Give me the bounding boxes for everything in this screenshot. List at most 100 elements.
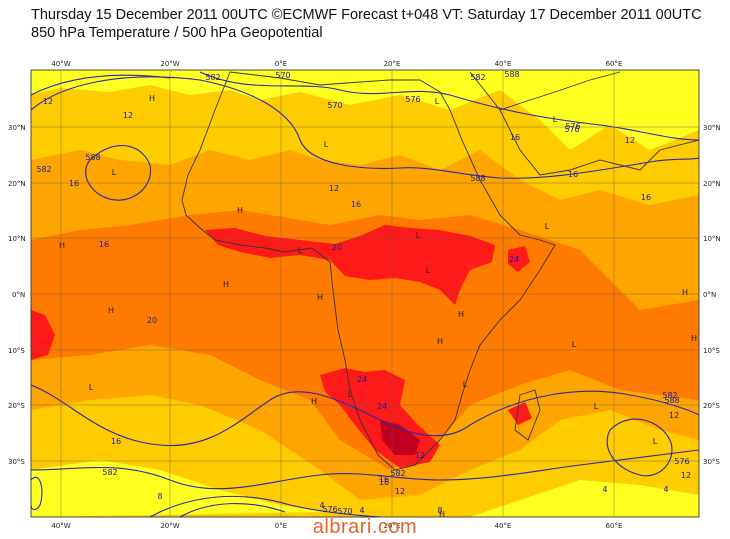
lon-label-bottom: 20°W (160, 522, 179, 530)
contour-label: 24 (377, 402, 387, 411)
low-marker: L (324, 140, 329, 149)
lon-label-bottom: 40°W (51, 522, 70, 530)
lat-label-right: 20°S (703, 402, 720, 410)
low-marker: L (463, 380, 468, 389)
high-marker: H (437, 337, 443, 346)
contour-label: 16 (111, 437, 121, 446)
contour-label: 570 (337, 507, 352, 516)
lat-label-right: 10°S (703, 347, 720, 355)
lon-label-bottom: 20°E (384, 522, 401, 530)
lat-label-left: 10°S (8, 347, 25, 355)
lon-label-top: 20°W (160, 60, 179, 68)
pressure-centers: H H H H H H H H H H H H L L L L L L L L … (59, 94, 697, 519)
contour-label: 16 (379, 478, 389, 487)
contour-label: 8 (157, 492, 162, 501)
contour-label: 12 (329, 184, 339, 193)
high-marker: H (223, 280, 229, 289)
africa-coast (181, 71, 556, 471)
contour-label: 4 (602, 485, 607, 494)
temp-hotspot-horn (508, 246, 530, 272)
lat-label-left: 10°N (8, 235, 26, 243)
contour-label: 20 (147, 316, 157, 325)
contour-value-labels: 12 12 16 582 588 582 570 570 576 582 588… (36, 70, 691, 516)
contour-label: 12 (415, 451, 425, 460)
contour-570-south (179, 502, 286, 517)
near-east-coast (499, 71, 621, 111)
lon-label-top: 20°E (384, 60, 401, 68)
contour-576 (199, 71, 699, 141)
low-marker: L (112, 168, 117, 177)
lat-label-right: 30°N (703, 124, 721, 132)
contour-label: 570 (275, 71, 290, 80)
temperature-field (31, 70, 699, 517)
contour-588-north (31, 74, 171, 96)
low-marker: L (435, 97, 440, 106)
contour-label: 16 (568, 170, 578, 179)
contour-label: 576 (322, 505, 337, 514)
low-marker: L (653, 437, 658, 446)
temp-hotspot-atlantic (31, 310, 55, 360)
low-marker: L (416, 231, 421, 240)
contour-label: 588 (664, 396, 679, 405)
high-marker: H (149, 94, 155, 103)
contour-588-south (31, 384, 699, 447)
contour-label: 582 (205, 73, 220, 82)
contour-label: 12 (625, 136, 635, 145)
low-marker: L (553, 115, 558, 124)
contour-label: 16 (510, 133, 520, 142)
contour-label: 570 (327, 101, 342, 110)
contour-label: 24 (357, 375, 367, 384)
contour-label: 16 (641, 193, 651, 202)
geopotential-contours (31, 71, 699, 517)
contour-582-north (31, 76, 699, 179)
contour-576-south (149, 495, 381, 517)
map-title-line1: Thursday 15 December 2011 00UTC ©ECMWF F… (31, 7, 702, 23)
high-marker: H (439, 510, 445, 519)
contour-label: 588 (470, 174, 485, 183)
temp-band-yellow-north (31, 70, 699, 150)
contour-label: 12 (395, 487, 405, 496)
lat-label-left: 0°N (12, 291, 25, 299)
temp-band-yellow-south (31, 460, 699, 517)
high-marker: H (691, 334, 697, 343)
contour-label: 12 (681, 471, 691, 480)
high-marker: H (59, 241, 65, 250)
contour-label: 8 (437, 506, 442, 515)
lat-label-left: 20°S (8, 402, 25, 410)
low-marker: L (594, 402, 599, 411)
contour-588-atlantic (85, 145, 152, 201)
contour-label: 582 (102, 468, 117, 477)
contour-label: 16 (99, 240, 109, 249)
contour-label: 16 (379, 475, 389, 484)
contour-low-southwest (31, 477, 43, 511)
low-marker: L (298, 246, 303, 255)
low-marker: L (426, 266, 431, 275)
contour-label: 582 (36, 165, 51, 174)
lon-label-top: 40°W (51, 60, 70, 68)
contour-label: 582 (470, 73, 485, 82)
contour-label: 12 (123, 111, 133, 120)
contour-label: 12 (669, 411, 679, 420)
contour-label: 20 (332, 243, 342, 252)
lon-label-top: 60°E (606, 60, 623, 68)
lon-label-bottom: 0°E (275, 522, 287, 530)
low-marker: L (545, 222, 550, 231)
contour-label: 588 (504, 70, 519, 79)
low-marker: L (89, 383, 94, 392)
lon-label-bottom: 60°E (606, 522, 623, 530)
lon-label-top: 40°E (495, 60, 512, 68)
contour-label: 12 (43, 97, 53, 106)
contour-label: 576 (565, 122, 580, 131)
high-marker: H (237, 206, 243, 215)
contour-label: 576 (564, 125, 579, 134)
graticule (31, 70, 699, 517)
latitude-labels: 30°N 20°N 10°N 0°N 10°S 20°S 30°S 30°N 2… (8, 124, 721, 466)
high-marker: H (311, 397, 317, 406)
map-title-line2: 850 hPa Temperature / 500 hPa Geopotenti… (31, 25, 323, 41)
lon-label-top: 0°E (275, 60, 287, 68)
high-marker: H (317, 293, 323, 302)
contour-label: 24 (509, 255, 519, 264)
contour-label: 576 (674, 457, 689, 466)
coastlines (181, 71, 699, 471)
